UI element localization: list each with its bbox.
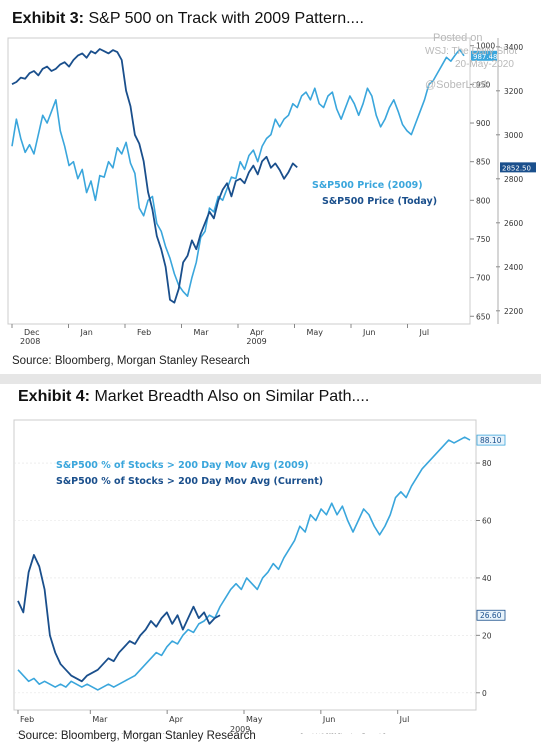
last-value-badge-today: [500, 162, 536, 173]
legend-series-2009: S&P500 Price (2009): [312, 180, 423, 191]
x-tick-label: Apr: [169, 715, 184, 724]
y-right-tick-label: 2200: [504, 307, 523, 316]
x-tick-label: Dec: [24, 328, 39, 337]
y-left-tick-label: 800: [476, 196, 491, 205]
x-tick-label: Jul: [419, 328, 430, 337]
exhibit-3-heading: S&P 500 on Track with 2009 Pattern....: [88, 10, 364, 27]
last-value-badge-2009: [476, 434, 506, 446]
x-tick-label: Jul: [399, 715, 410, 724]
series-line-2009: [17, 436, 471, 691]
plot-frame: [7, 37, 471, 325]
watermark-line3: 20-May-2020: [455, 59, 514, 70]
series-line-current: [17, 554, 221, 683]
y-left-tick-label: 650: [476, 312, 491, 321]
x-tick-label: Feb: [137, 328, 151, 337]
series-line-2009: [11, 48, 465, 297]
y-left-tick-label: 950: [476, 80, 491, 89]
chart-footer-mid: Copyright© 2020 Bloomberg Finance L.P.: [300, 733, 386, 734]
chart-breadth: 0 20 40 60 80 Feb Mar Apr May Jun Jul 2009 S&P500 %…: [13, 419, 506, 734]
plot-frame: [13, 419, 477, 711]
panel-divider: [0, 374, 541, 384]
exhibit-3-source: Source: Bloomberg, Morgan Stanley Resear…: [12, 355, 250, 367]
last-value-label-2009: 88.10: [480, 436, 502, 445]
y-left-tick-label: 700: [476, 274, 491, 283]
legend-series-current: S&P500 % of Stocks > 200 Day Mov Avg (Cu…: [56, 476, 323, 487]
x-tick-label: May: [246, 715, 263, 724]
watermark-line2: WSJ: The Daily Shot: [425, 46, 518, 57]
series-line-today: [11, 48, 298, 304]
y-tick-label: 40: [482, 574, 492, 583]
exhibit-4-source: Source: Bloomberg, Morgan Stanley Resear…: [18, 730, 256, 742]
watermark-posted: Posted on WSJ: The Daily Shot 20-May-202…: [425, 32, 517, 92]
x-tick-label: Jan: [80, 328, 93, 337]
x-tick-label: Mar: [194, 328, 210, 337]
x-year-label: 2009: [230, 725, 250, 734]
y-right-tick-label: 2800: [504, 175, 523, 184]
watermark-line4: @SoberLook: [425, 79, 490, 91]
x-tick-label: May: [307, 328, 324, 337]
exhibit-4-title: Exhibit 4: Market Breadth Also on Simila…: [18, 388, 369, 406]
last-value-label-2009: 987.48: [473, 53, 498, 61]
exhibit-3-panel: Exhibit 3: S&P 500 on Track with 2009 Pa…: [0, 0, 541, 372]
last-value-label-today: 2852.50: [502, 164, 531, 172]
x-tick-label: Feb: [20, 715, 34, 724]
exhibit-4-heading: Market Breadth Also on Similar Path....: [94, 388, 370, 405]
last-value-badge-current: [476, 609, 506, 621]
legend-series-2009: S&P500 % of Stocks > 200 Day Mov Avg (20…: [56, 460, 309, 471]
y-left-tick-label: 750: [476, 235, 491, 244]
y-right-tick-label: 3200: [504, 87, 523, 96]
y-tick-label: 20: [482, 631, 492, 640]
y-right-tick-label: 3400: [504, 43, 523, 52]
y-tick-label: 60: [482, 516, 492, 525]
chart-sp500: 650 700 750 800 850 900 950 1000 2200 2400 2600 280…: [7, 37, 536, 346]
exhibit-4-panel: Exhibit 4: Market Breadth Also on Simila…: [0, 384, 541, 749]
x-year-label: 2009: [246, 337, 266, 346]
x-tick-label: Apr: [250, 328, 265, 337]
y-left-tick-label: 850: [476, 158, 491, 167]
exhibit-4-label: Exhibit 4:: [18, 388, 91, 405]
y-left-tick-label: 900: [476, 119, 491, 128]
y-tick-label: 0: [482, 689, 487, 698]
last-value-badge-2009: [471, 50, 497, 61]
watermark-line1: Posted on: [433, 32, 483, 44]
exhibit-3-title: Exhibit 3: S&P 500 on Track with 2009 Pa…: [12, 10, 364, 28]
x-year-label: 2008: [20, 337, 40, 346]
y-tick-label: 80: [482, 459, 492, 468]
x-tick-label: Jun: [322, 715, 336, 724]
y-left-tick-label: 1000: [476, 42, 495, 51]
x-tick-label: Jun: [362, 328, 376, 337]
last-value-label-current: 26.60: [480, 611, 502, 620]
x-tick-label: Mar: [92, 715, 108, 724]
y-right-tick-label: 3000: [504, 131, 523, 140]
y-right-tick-label: 2600: [504, 219, 523, 228]
y-right-tick-label: 2400: [504, 263, 523, 272]
chart-footer-left: SPX Index (S&P 500 Index) Breadth vs 200…: [16, 733, 171, 734]
legend-series-today: S&P500 Price (Today): [322, 196, 437, 207]
exhibit-3-label: Exhibit 3:: [12, 10, 85, 27]
